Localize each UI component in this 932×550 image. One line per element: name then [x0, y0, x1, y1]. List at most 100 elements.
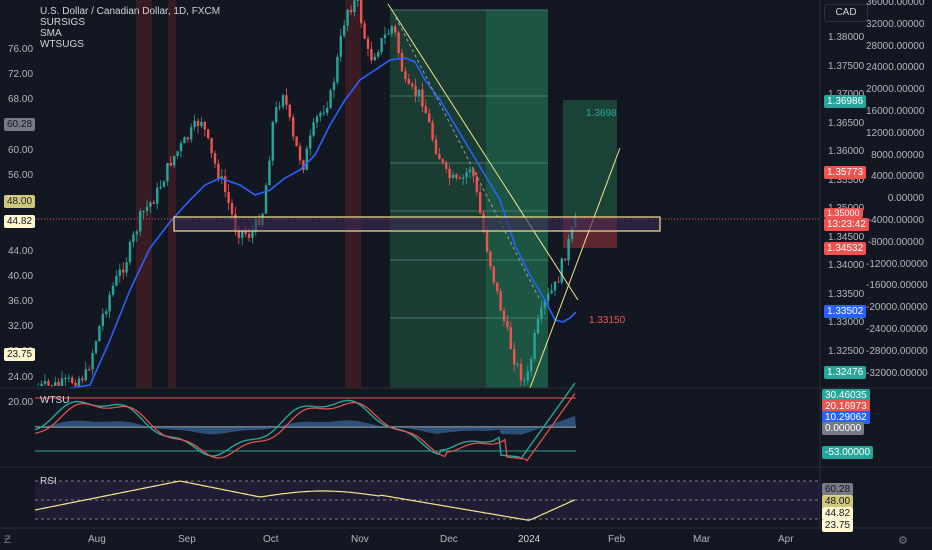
candle-body [431, 122, 434, 140]
candle-body [387, 33, 390, 35]
priceAxis-tick: 1.33000 [828, 317, 865, 328]
candle-body [424, 106, 427, 114]
time-axis-label: Feb [608, 534, 626, 545]
tradingview-logo-icon[interactable]: Ƶ [4, 534, 11, 546]
candle-body [57, 382, 60, 386]
candle-body [451, 174, 455, 179]
candle-body [101, 313, 104, 326]
left-tag-current: 44.82 [4, 215, 36, 228]
rightAxis-tick: 24000.00000 [866, 62, 925, 74]
candle-body [353, 0, 356, 13]
wtsu-value-3: 10.29062 [822, 411, 870, 424]
candle-body [176, 151, 179, 156]
rsi-value-1: 60.28 [822, 483, 854, 496]
leftAxis-tick: 32.00 [8, 321, 34, 333]
rightAxis-tick: -20000.00000 [866, 302, 928, 314]
candle-body [152, 202, 155, 204]
candle-body [305, 148, 308, 170]
candle-body [465, 172, 468, 178]
candle-body [455, 174, 458, 178]
candle-body [567, 238, 570, 261]
wtsu-histogram [35, 416, 576, 435]
leftAxis-tick: 68.00 [8, 94, 34, 106]
price-label-sma: 1.33502 [824, 305, 867, 318]
wtsu-pane-label[interactable]: WTSU [40, 395, 70, 406]
indicator-sma[interactable]: SMA [40, 28, 62, 39]
currency-button[interactable]: CAD [824, 4, 868, 22]
candle-body [241, 231, 244, 238]
candle-body [203, 121, 206, 130]
rightAxis-tick: 20000.00000 [866, 84, 925, 96]
candle-body [125, 262, 128, 273]
symbol-title[interactable]: U.S. Dollar / Canadian Dollar, 1D, FXCM [40, 6, 221, 17]
rsi-line [34, 480, 576, 521]
candle-body [227, 191, 230, 204]
priceAxis-tick: 1.35500 [828, 174, 865, 186]
candle-body [183, 137, 186, 144]
wtsu-value-4: 0.00000 [822, 422, 865, 435]
candle-body [533, 333, 536, 359]
candle-body [224, 176, 227, 192]
time-axis-label: Nov [351, 534, 369, 545]
left-tag-low: 23.75 [4, 348, 36, 361]
candle-body [322, 112, 325, 114]
candle-body [540, 307, 543, 319]
candle-body [336, 56, 339, 83]
candle-body [302, 160, 305, 170]
leftAxis-tick: 24.00 [8, 371, 34, 383]
candle-body [60, 378, 64, 386]
candle-body [285, 95, 288, 105]
candle-body [64, 378, 67, 380]
candle-body [179, 143, 183, 152]
rightAxis-tick: 4000.00000 [871, 171, 924, 183]
time-axis-label: Sep [178, 534, 196, 545]
candle-body [288, 104, 291, 118]
rightAxis-tick: 16000.00000 [866, 106, 925, 117]
rightAxis-tick: -28000.00000 [866, 345, 928, 357]
chart-legend: U.S. Dollar / Canadian Dollar, 1D, FXCM … [40, 6, 220, 50]
priceAxis-tick: 1.38000 [828, 32, 865, 43]
candle-body [149, 202, 152, 207]
candle-body [77, 378, 81, 386]
candle-body [67, 377, 70, 379]
indicator-wtsugs[interactable]: WTSUGS [40, 39, 84, 50]
red-highlight-band [168, 0, 176, 388]
candle-body [428, 113, 431, 123]
candle-body [370, 48, 373, 61]
candle-body [400, 52, 404, 72]
candle-body [159, 186, 162, 188]
candle-body [414, 86, 417, 96]
candle-body [377, 51, 380, 57]
wtsu-value-1: 30.46035 [822, 389, 870, 402]
candle-body [560, 258, 563, 283]
rightAxis-tick: 32000.00000 [866, 18, 925, 30]
candle-body [88, 369, 91, 371]
target-annotation: 1.3698 [586, 108, 617, 119]
candle-body [98, 325, 101, 342]
candle-body [536, 318, 540, 334]
candle-body [502, 310, 506, 322]
indicator-sursigs[interactable]: SURSIGS [40, 17, 86, 28]
candle-body [441, 159, 444, 163]
candle-body [394, 26, 397, 33]
candle-body [526, 371, 529, 381]
priceAxis-tick: 1.37000 [828, 89, 864, 100]
candle-body [220, 176, 223, 179]
price-label-current: 1.35000 [824, 208, 863, 218]
candle-body [332, 82, 336, 91]
rightAxis-tick: -32000.00000 [866, 367, 928, 379]
candle-body [380, 37, 383, 52]
wtsu-line-2 [34, 393, 576, 462]
priceAxis-tick: 1.36000 [828, 146, 865, 157]
candle-body [434, 139, 438, 154]
settings-icon[interactable]: ⚙ [898, 535, 908, 547]
target-zone [563, 100, 617, 216]
candle-body [553, 281, 557, 291]
candle-body [513, 348, 516, 365]
candle-body [135, 231, 138, 235]
candle-body [349, 9, 353, 13]
wtsu-value-2: 20.16973 [822, 400, 870, 413]
rsi-pane-label[interactable]: RSI [40, 476, 57, 487]
time-axis-label: Oct [263, 534, 279, 545]
